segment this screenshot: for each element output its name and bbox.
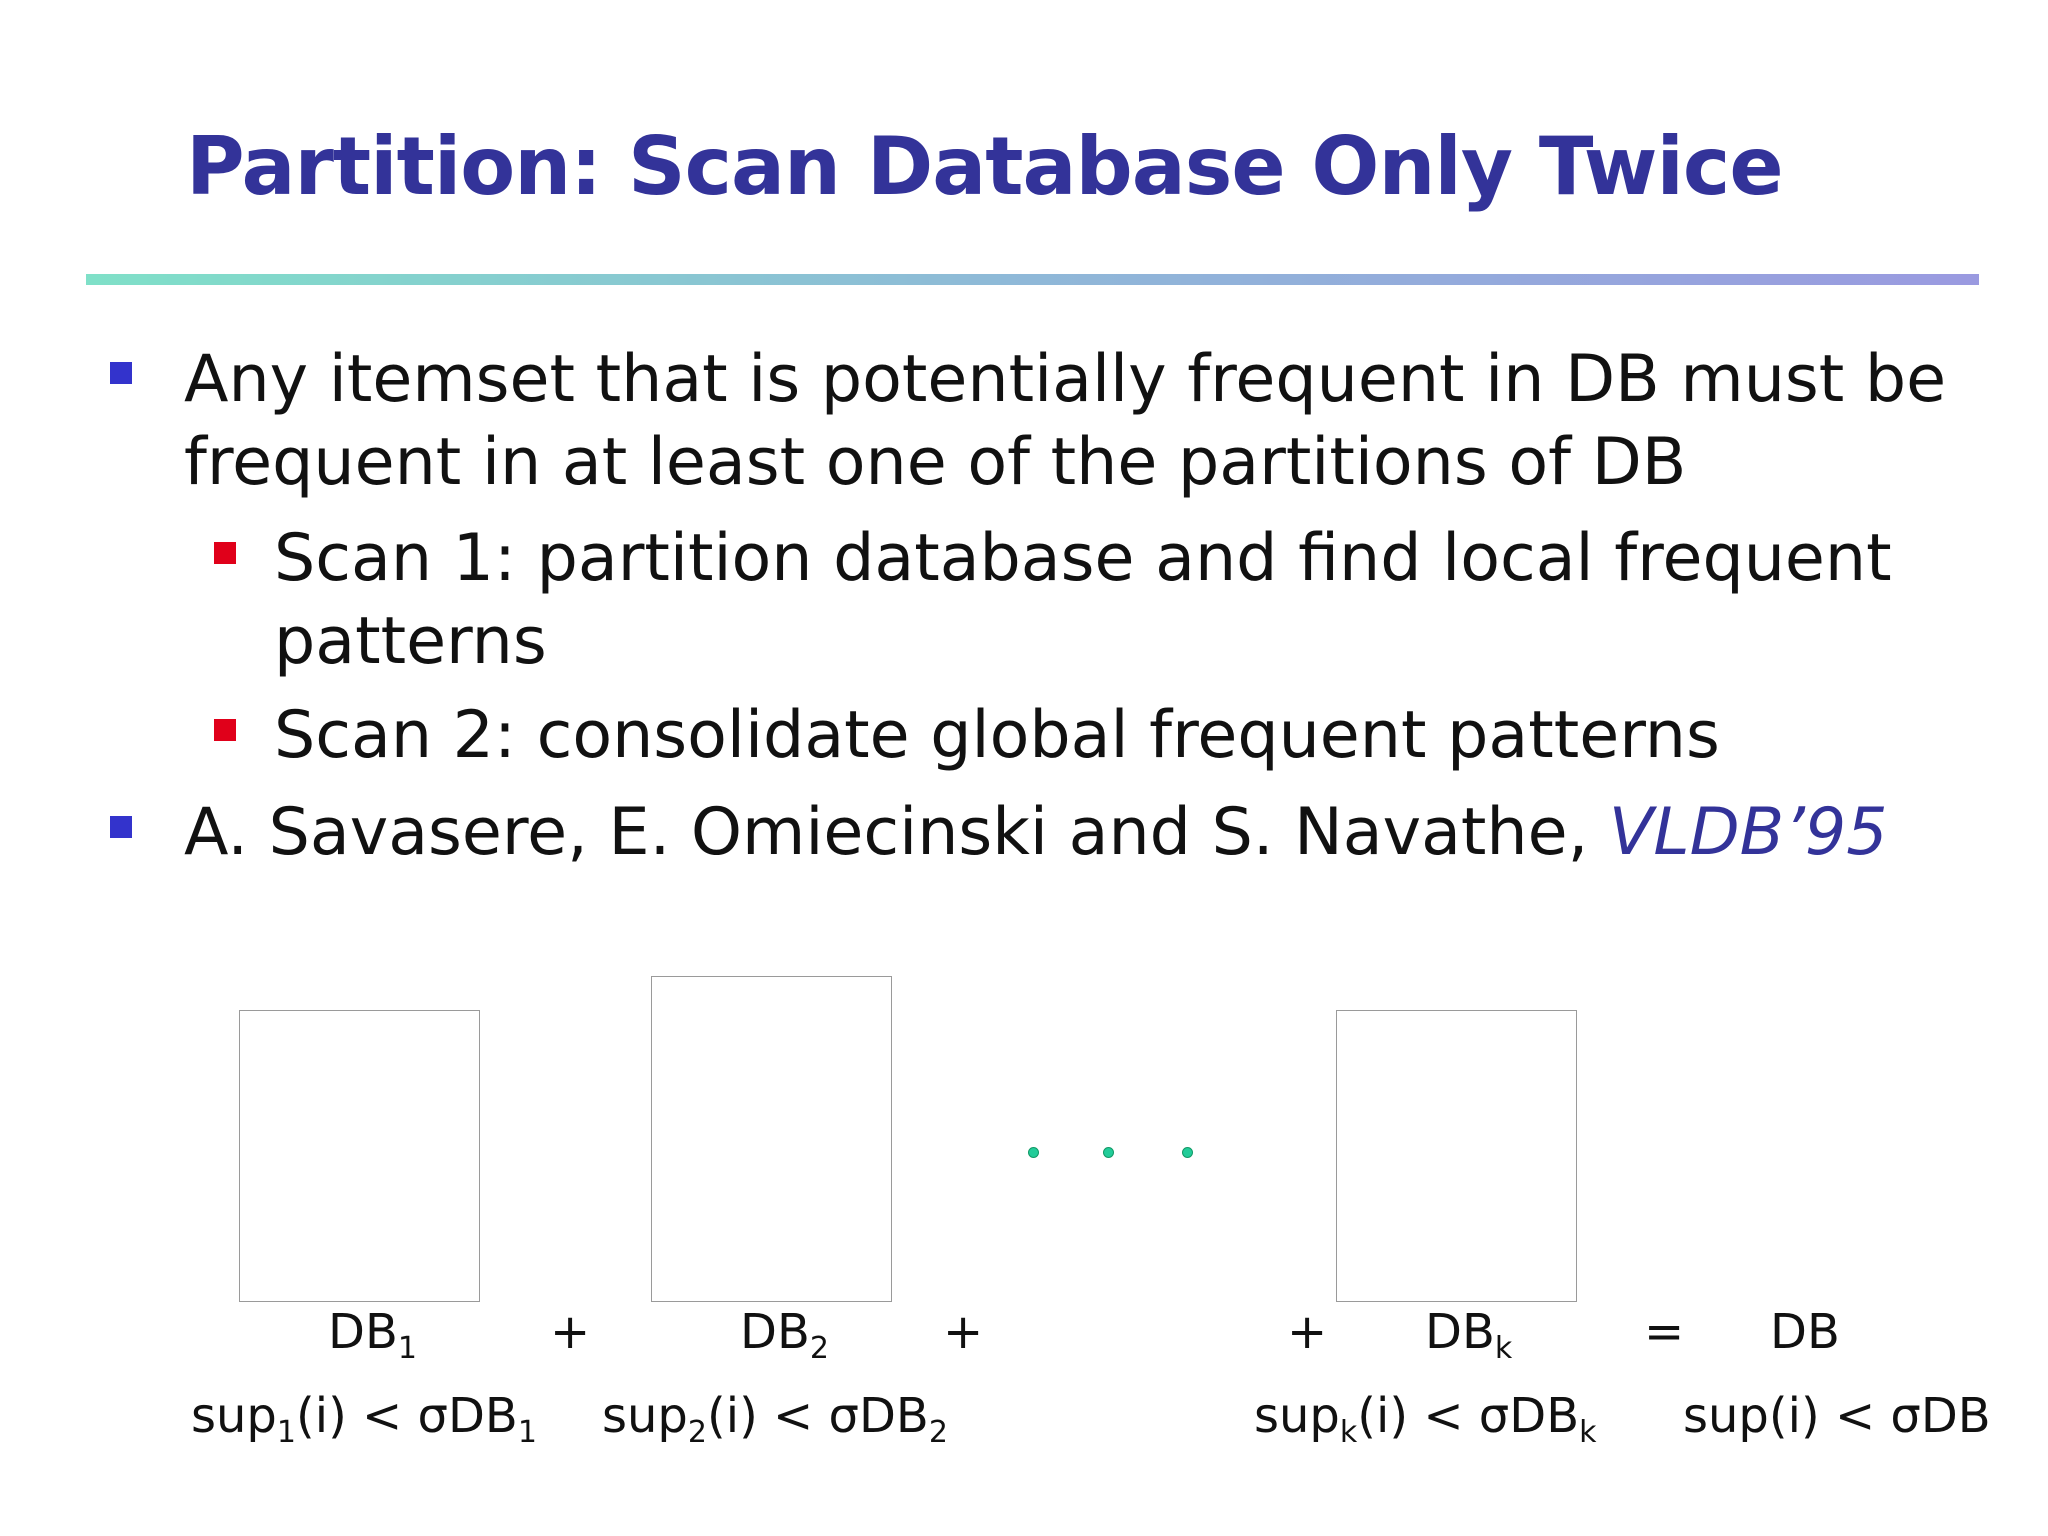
support-condition-2: sup2(i) < σDB2 (602, 1388, 948, 1450)
bullet-1-line-1: Any itemset that is potentially frequent… (184, 342, 1947, 417)
support-condition-k: supk(i) < σDBk (1254, 1388, 1597, 1450)
sub-bullet-2: Scan 2: consolidate global frequent patt… (274, 698, 1720, 773)
partition-box-1 (239, 1010, 480, 1302)
equals-operator: = (1644, 1304, 1685, 1360)
partition-label-2: DB2 (740, 1304, 829, 1366)
total-db-label: DB (1770, 1304, 1840, 1360)
bullet-marker (110, 816, 132, 838)
citation-venue: VLDB’95 (1608, 795, 1888, 870)
sub-bullet-1-line-1: Scan 1: partition database and find loca… (274, 521, 1892, 596)
title-divider (86, 274, 1979, 285)
bullet-1-line-2: frequent in at least one of the partitio… (184, 425, 1687, 500)
slide-title: Partition: Scan Database Only Twice (186, 120, 1784, 213)
plus-operator: + (943, 1304, 984, 1360)
support-condition-1: sup1(i) < σDB1 (191, 1388, 537, 1450)
sub-bullet-marker (214, 719, 236, 741)
ellipsis-dot (1028, 1147, 1039, 1158)
plus-operator: + (550, 1304, 591, 1360)
citation-authors: A. Savasere, E. Omiecinski and S. Navath… (184, 795, 1609, 870)
bullet-2: A. Savasere, E. Omiecinski and S. Navath… (184, 791, 1888, 874)
sub-bullet-1-line-2: patterns (274, 604, 547, 679)
bullet-marker (110, 362, 132, 384)
partition-label-k: DBk (1425, 1304, 1513, 1366)
ellipsis-dot (1182, 1147, 1193, 1158)
partition-label-1: DB1 (328, 1304, 417, 1366)
ellipsis-dot (1103, 1147, 1114, 1158)
partition-box-2 (651, 976, 892, 1302)
partition-box-k (1336, 1010, 1577, 1302)
support-condition-total: sup(i) < σDB (1683, 1388, 1991, 1444)
sub-bullet-marker (214, 542, 236, 564)
plus-operator: + (1287, 1304, 1328, 1360)
